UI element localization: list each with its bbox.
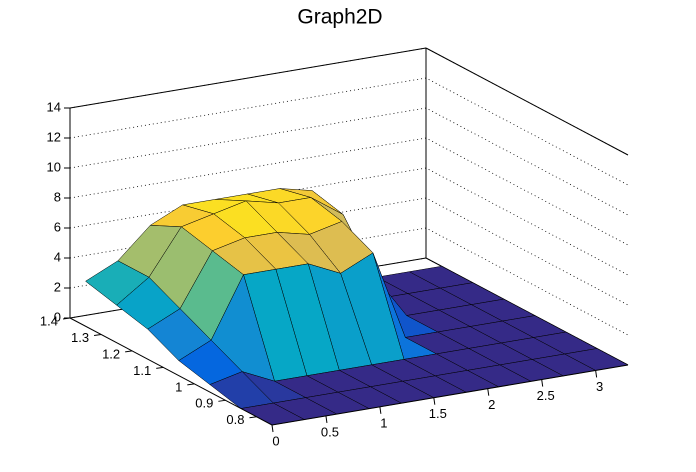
y-tick: [249, 416, 257, 419]
x-tick: [487, 388, 490, 396]
x-tick: [271, 424, 274, 433]
y-tick-label: 1.2: [102, 346, 120, 361]
z-tick-label: 6: [54, 219, 61, 234]
y-tick: [125, 350, 133, 353]
z-tick-label: 2: [54, 279, 61, 294]
x-tick-label: 0.5: [321, 424, 339, 439]
x-tick: [595, 370, 598, 378]
x-tick: [541, 379, 544, 387]
z-tick-label: 10: [47, 159, 61, 174]
y-tick: [94, 333, 102, 336]
y-tick-label: 1: [175, 379, 182, 394]
x-tick-label: 2.5: [537, 388, 555, 403]
y-tick: [156, 366, 164, 369]
x-tick-label: 1.5: [429, 406, 447, 421]
z-tick-label: 14: [47, 99, 61, 114]
y-tick-label: 0.9: [195, 396, 213, 411]
grid-line: [69, 47, 629, 156]
x-axis: [271, 364, 629, 426]
x-tick-label: 1: [380, 415, 387, 430]
x-tick: [325, 415, 328, 423]
y-tick: [187, 383, 195, 386]
z-tick-label: 12: [47, 129, 61, 144]
box-edge: [425, 47, 629, 156]
y-tick: [62, 317, 71, 320]
x-tick-label: 3: [596, 379, 603, 394]
z-tick-label: 8: [54, 189, 61, 204]
chart-title: Graph2D: [297, 6, 382, 29]
y-tick-label: 1.4: [40, 313, 58, 328]
grid-line: [69, 107, 629, 216]
grid-line: [69, 77, 629, 186]
x-tick: [433, 397, 436, 405]
y-tick-label: 1.3: [71, 330, 89, 345]
y-tick-label: 1.1: [133, 363, 151, 378]
z-tick-label: 0: [54, 309, 61, 324]
grid-line: [69, 137, 629, 246]
x-tick-label: 0: [272, 433, 279, 448]
x-tick-label: 2: [488, 397, 495, 412]
y-axis: [69, 317, 273, 426]
x-tick: [379, 406, 382, 414]
z-tick-label: 4: [54, 249, 61, 264]
y-tick: [218, 399, 226, 402]
y-tick-label: 0.8: [226, 412, 244, 427]
